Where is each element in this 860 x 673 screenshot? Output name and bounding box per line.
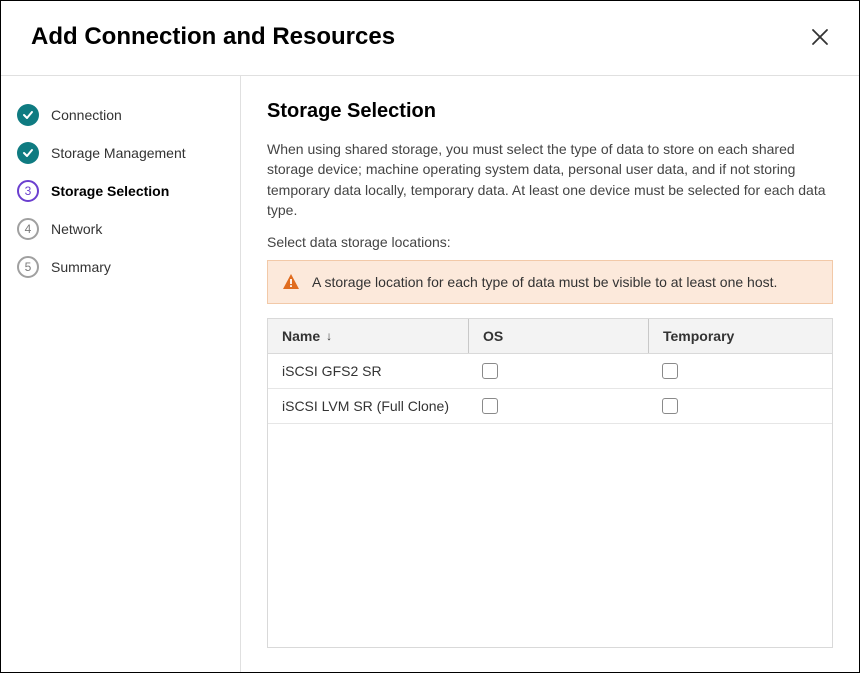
table-row: iSCSI GFS2 SR	[268, 354, 832, 389]
checkbox-temporary[interactable]	[662, 398, 678, 414]
dialog-title: Add Connection and Resources	[31, 23, 395, 51]
storage-table: Name ↓ OS Temporary iSCSI GFS2 SR	[267, 318, 833, 648]
step-summary[interactable]: 5 Summary	[1, 248, 240, 286]
check-icon	[17, 104, 39, 126]
warning-text: A storage location for each type of data…	[312, 274, 777, 290]
col-header-os[interactable]: OS	[468, 319, 648, 353]
cell-temp	[648, 354, 832, 388]
warning-icon	[282, 273, 300, 291]
close-icon[interactable]	[811, 28, 829, 46]
cell-name: iSCSI GFS2 SR	[268, 354, 468, 388]
dialog-header: Add Connection and Resources	[1, 1, 859, 76]
table-row: iSCSI LVM SR (Full Clone)	[268, 389, 832, 424]
step-label: Summary	[51, 259, 111, 275]
col-header-os-label: OS	[483, 328, 503, 344]
content-sublabel: Select data storage locations:	[267, 234, 833, 250]
step-label: Storage Selection	[51, 183, 169, 199]
cell-name: iSCSI LVM SR (Full Clone)	[268, 389, 468, 423]
checkbox-os[interactable]	[482, 398, 498, 414]
col-header-name-label: Name	[282, 328, 320, 344]
step-storage-management[interactable]: Storage Management	[1, 134, 240, 172]
step-connection[interactable]: Connection	[1, 96, 240, 134]
cell-temp	[648, 389, 832, 423]
content-title: Storage Selection	[267, 100, 833, 123]
col-header-name[interactable]: Name ↓	[268, 319, 468, 353]
content-panel: Storage Selection When using shared stor…	[241, 76, 859, 672]
step-number-icon: 3	[17, 180, 39, 202]
step-storage-selection[interactable]: 3 Storage Selection	[1, 172, 240, 210]
wizard-sidebar: Connection Storage Management 3 Storage …	[1, 76, 241, 672]
cell-os	[468, 389, 648, 423]
sort-desc-icon: ↓	[326, 329, 332, 343]
check-icon	[17, 142, 39, 164]
checkbox-os[interactable]	[482, 363, 498, 379]
step-number-icon: 4	[17, 218, 39, 240]
col-header-temp-label: Temporary	[663, 328, 734, 344]
checkbox-temporary[interactable]	[662, 363, 678, 379]
table-header: Name ↓ OS Temporary	[268, 319, 832, 354]
content-description: When using shared storage, you must sele…	[267, 139, 833, 220]
step-label: Connection	[51, 107, 122, 123]
dialog: Add Connection and Resources Connection …	[0, 0, 860, 673]
step-number-icon: 5	[17, 256, 39, 278]
dialog-body: Connection Storage Management 3 Storage …	[1, 76, 859, 672]
col-header-temporary[interactable]: Temporary	[648, 319, 832, 353]
table-body: iSCSI GFS2 SR iSCSI LVM SR (Full Clone)	[268, 354, 832, 647]
step-label: Network	[51, 221, 102, 237]
step-network[interactable]: 4 Network	[1, 210, 240, 248]
cell-os	[468, 354, 648, 388]
warning-banner: A storage location for each type of data…	[267, 260, 833, 304]
step-label: Storage Management	[51, 145, 186, 161]
